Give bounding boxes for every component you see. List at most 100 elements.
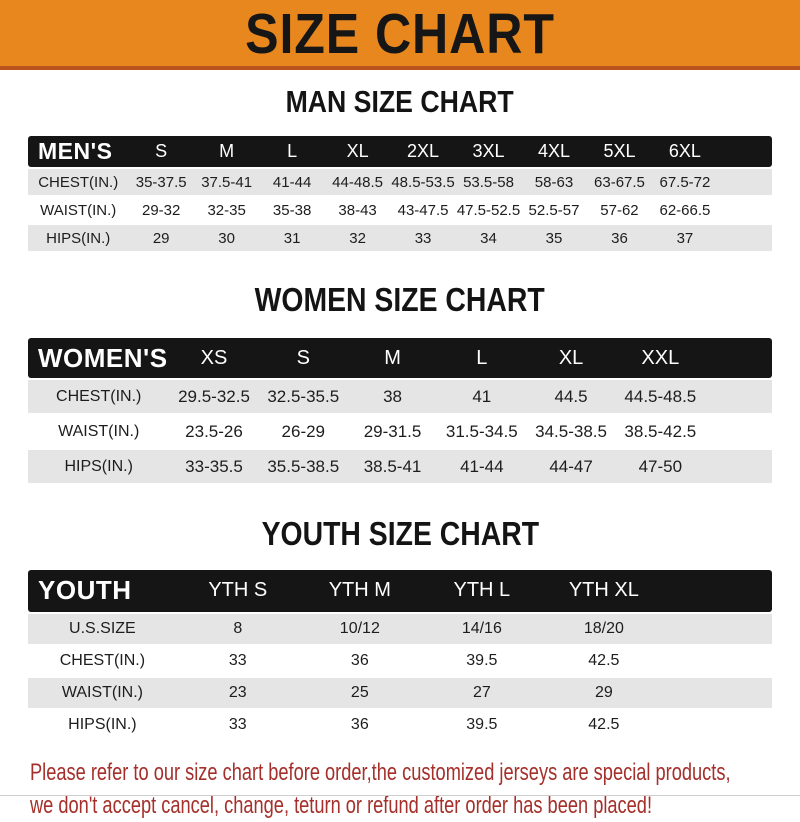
data-cell: 23 — [176, 677, 299, 708]
data-cell: 38.5-41 — [347, 450, 438, 484]
bottom-divider — [0, 795, 800, 796]
data-cell: 48.5-53.5 — [390, 169, 456, 196]
youth-size-table: YOUTH YTH S YTH M YTH L YTH XL U.S.SIZE 8 10/12… — [28, 568, 772, 742]
size-column-header: XS — [169, 338, 259, 379]
row-label-cell: HIPS(IN.) — [28, 225, 129, 252]
size-column-header: 3XL — [455, 136, 522, 168]
banner: SIZE CHART — [0, 0, 800, 70]
disclaimer-line-1: Please refer to our size chart before or… — [30, 758, 731, 786]
table-header-label: MEN'S — [28, 136, 129, 168]
data-cell: 29-32 — [128, 197, 194, 224]
data-cell: 44-48.5 — [324, 169, 391, 196]
size-column-header: 5XL — [586, 136, 653, 168]
size-column-header: M — [193, 136, 260, 168]
data-cell: 35 — [521, 225, 587, 252]
row-label-cell: WAIST(IN.) — [28, 415, 170, 449]
data-cell: 36 — [298, 645, 421, 676]
data-cell: 57-62 — [586, 197, 653, 224]
row-label-cell: HIPS(IN.) — [28, 450, 170, 484]
data-cell: 47.5-52.5 — [455, 197, 522, 224]
data-cell: 42.5 — [542, 709, 665, 740]
women-size-table: WOMEN'S XS S M L XL XXL CHEST(IN.) 29.5-32.5 32.5… — [28, 336, 772, 485]
filler-cell — [717, 225, 772, 252]
data-cell: 29.5-32.5 — [169, 380, 259, 414]
data-cell: 18/20 — [542, 613, 665, 644]
data-cell: 23.5-26 — [169, 415, 259, 449]
data-cell: 26-29 — [258, 415, 348, 449]
section-men: MAN SIZE CHART MEN'S S M L XL 2XL 3XL 4XL 5XL 6XL… — [28, 84, 772, 253]
filler-cell — [664, 613, 772, 644]
size-column-header: M — [347, 338, 438, 379]
table-header-row: YOUTH YTH S YTH M YTH L YTH XL — [28, 569, 772, 612]
filler-cell — [704, 380, 772, 414]
size-column-header: S — [128, 136, 194, 168]
data-cell: 37 — [652, 225, 718, 252]
size-column-header: YTH S — [176, 569, 299, 612]
table-header-label: WOMEN'S — [28, 338, 170, 379]
filler-cell — [704, 450, 772, 484]
data-cell: 30 — [193, 225, 260, 252]
data-cell: 33 — [390, 225, 456, 252]
filler-cell — [664, 709, 772, 740]
data-cell: 62-66.5 — [652, 197, 718, 224]
men-section-title: MAN SIZE CHART — [28, 84, 772, 119]
size-column-header: 6XL — [652, 136, 718, 168]
data-cell: 31 — [259, 225, 325, 252]
data-cell: 39.5 — [420, 709, 543, 740]
size-column-header: YTH M — [298, 569, 421, 612]
women-section-title: WOMEN SIZE CHART — [28, 281, 772, 318]
table-row: WAIST(IN.) 23 25 27 29 — [28, 677, 772, 708]
table-row: HIPS(IN.) 33-35.5 35.5-38.5 38.5-41 41-44 44-… — [28, 450, 772, 484]
size-column-header: L — [437, 338, 527, 379]
data-cell: 33-35.5 — [169, 450, 259, 484]
row-label-cell: U.S.SIZE — [28, 613, 177, 644]
table-row: WAIST(IN.) 29-32 32-35 35-38 38-43 43-47.5 47.… — [28, 197, 772, 224]
data-cell: 43-47.5 — [390, 197, 456, 224]
table-row: WAIST(IN.) 23.5-26 26-29 29-31.5 31.5-34.5 34… — [28, 415, 772, 449]
data-cell: 33 — [176, 709, 299, 740]
data-cell: 38-43 — [324, 197, 391, 224]
table-row: CHEST(IN.) 33 36 39.5 42.5 — [28, 645, 772, 676]
men-size-table: MEN'S S M L XL 2XL 3XL 4XL 5XL 6XL CHEST(IN.) 35-37… — [28, 134, 772, 253]
size-column-header: XXL — [615, 338, 705, 379]
youth-section-title: YOUTH SIZE CHART — [28, 515, 772, 553]
data-cell: 32-35 — [193, 197, 260, 224]
data-cell: 29-31.5 — [347, 415, 438, 449]
data-cell: 37.5-41 — [193, 169, 260, 196]
data-cell: 67.5-72 — [652, 169, 718, 196]
filler-cell — [717, 169, 772, 196]
youth-section-title-text: YOUTH SIZE CHART — [261, 515, 539, 553]
filler-cell — [717, 197, 772, 224]
data-cell: 31.5-34.5 — [437, 415, 527, 449]
header-filler-cell — [664, 569, 772, 612]
table-row: CHEST(IN.) 29.5-32.5 32.5-35.5 38 41 44.5 44.5… — [28, 380, 772, 414]
data-cell: 35.5-38.5 — [258, 450, 348, 484]
data-cell: 63-67.5 — [586, 169, 653, 196]
row-label-cell: CHEST(IN.) — [28, 380, 170, 414]
size-column-header: XL — [526, 338, 616, 379]
disclaimer-line-2: we don't accept cancel, change, teturn o… — [30, 791, 653, 819]
data-cell: 41-44 — [437, 450, 527, 484]
table-row: CHEST(IN.) 35-37.5 37.5-41 41-44 44-48.5 48.5… — [28, 169, 772, 196]
data-cell: 10/12 — [298, 613, 421, 644]
data-cell: 35-37.5 — [128, 169, 194, 196]
table-row: HIPS(IN.) 29 30 31 32 33 34 35 36 37 — [28, 225, 772, 252]
data-cell: 58-63 — [521, 169, 587, 196]
table-row: HIPS(IN.) 33 36 39.5 42.5 — [28, 709, 772, 740]
data-cell: 27 — [420, 677, 543, 708]
header-filler-cell — [704, 338, 772, 379]
data-cell: 14/16 — [420, 613, 543, 644]
disclaimer: Please refer to our size chart before or… — [28, 756, 772, 822]
size-column-header: 4XL — [521, 136, 587, 168]
data-cell: 34 — [455, 225, 522, 252]
data-cell: 35-38 — [259, 197, 325, 224]
row-label-cell: WAIST(IN.) — [28, 677, 177, 708]
section-youth: YOUTH SIZE CHART YOUTH YTH S YTH M YTH L YTH… — [28, 516, 772, 741]
size-column-header: YTH XL — [542, 569, 665, 612]
data-cell: 33 — [176, 645, 299, 676]
filler-cell — [664, 677, 772, 708]
data-cell: 36 — [298, 709, 421, 740]
row-label-cell: CHEST(IN.) — [28, 645, 177, 676]
data-cell: 29 — [128, 225, 194, 252]
